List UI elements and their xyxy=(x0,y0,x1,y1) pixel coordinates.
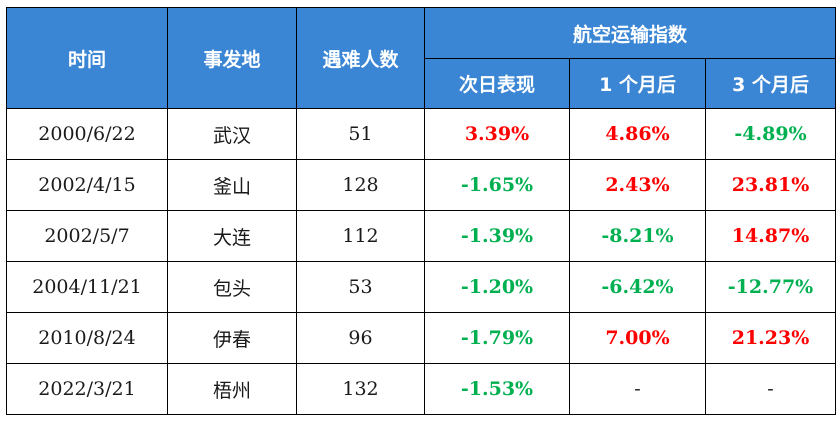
cell-victims: 96 xyxy=(296,312,425,364)
table-row: 2002/4/15 釜山 128 -1.65% 2.43% 23.81% xyxy=(6,159,837,211)
header-victims: 遇难人数 xyxy=(296,7,425,109)
cell-next-day: -1.79% xyxy=(424,312,570,364)
table-body: 2000/6/22 武汉 51 3.39% 4.86% -4.89% 2002/4/15 釜山… xyxy=(6,108,837,415)
cell-next-day: 3.39% xyxy=(424,108,570,160)
cell-next-day: -1.39% xyxy=(424,210,570,262)
cell-three-month: 23.81% xyxy=(704,159,837,211)
cell-next-day: -1.65% xyxy=(424,159,570,211)
cell-one-month: -8.21% xyxy=(569,210,706,262)
cell-three-month: - xyxy=(704,363,837,415)
cell-date: 2004/11/21 xyxy=(6,261,168,313)
cell-date: 2000/6/22 xyxy=(6,108,168,160)
cell-victims: 51 xyxy=(296,108,425,160)
cell-three-month: 21.23% xyxy=(704,312,837,364)
cell-place: 武汉 xyxy=(167,108,297,160)
cell-place: 大连 xyxy=(167,210,297,262)
header-row-top: 时间 事发地 遇难人数 航空运输指数 xyxy=(6,7,837,109)
cell-three-month: 14.87% xyxy=(704,210,837,262)
table-row: 2022/3/21 梧州 132 -1.53% - - xyxy=(6,363,837,415)
header-time: 时间 xyxy=(6,7,168,109)
cell-one-month: - xyxy=(569,363,706,415)
header-index-group: 航空运输指数 xyxy=(423,7,837,59)
cell-place: 梧州 xyxy=(167,363,297,415)
cell-place: 釜山 xyxy=(167,159,297,211)
header-location: 事发地 xyxy=(167,7,297,109)
cell-three-month: -12.77% xyxy=(704,261,837,313)
table-header: 时间 事发地 遇难人数 航空运输指数 次日表现 1 个月后 3 个月后 xyxy=(6,7,837,109)
cell-date: 2022/3/21 xyxy=(6,363,168,415)
header-one-month: 1 个月后 xyxy=(569,58,706,109)
cell-one-month: -6.42% xyxy=(569,261,706,313)
cell-one-month: 4.86% xyxy=(569,108,706,160)
cell-date: 2002/5/7 xyxy=(6,210,168,262)
cell-next-day: -1.20% xyxy=(424,261,570,313)
cell-victims: 53 xyxy=(296,261,425,313)
cell-victims: 132 xyxy=(296,363,425,415)
cell-place: 包头 xyxy=(167,261,297,313)
header-next-day: 次日表现 xyxy=(424,58,570,109)
header-row-sub: 次日表现 1 个月后 3 个月后 xyxy=(7,58,837,109)
header-three-month: 3 个月后 xyxy=(704,58,837,109)
cell-victims: 112 xyxy=(296,210,425,262)
cell-date: 2002/4/15 xyxy=(6,159,168,211)
table-row: 2000/6/22 武汉 51 3.39% 4.86% -4.89% xyxy=(6,108,837,160)
cell-date: 2010/8/24 xyxy=(6,312,168,364)
cell-one-month: 2.43% xyxy=(569,159,706,211)
table-row: 2010/8/24 伊春 96 -1.79% 7.00% 21.23% xyxy=(6,312,837,364)
cell-next-day: -1.53% xyxy=(424,363,570,415)
table-row: 2002/5/7 大连 112 -1.39% -8.21% 14.87% xyxy=(6,210,837,262)
table-row: 2004/11/21 包头 53 -1.20% -6.42% -12.77% xyxy=(6,261,837,313)
cell-victims: 128 xyxy=(296,159,425,211)
air-disaster-index-table: 时间 事发地 遇难人数 航空运输指数 次日表现 1 个月后 3 个月后 2000… xyxy=(6,7,837,415)
cell-one-month: 7.00% xyxy=(569,312,706,364)
cell-three-month: -4.89% xyxy=(704,108,837,160)
cell-place: 伊春 xyxy=(167,312,297,364)
